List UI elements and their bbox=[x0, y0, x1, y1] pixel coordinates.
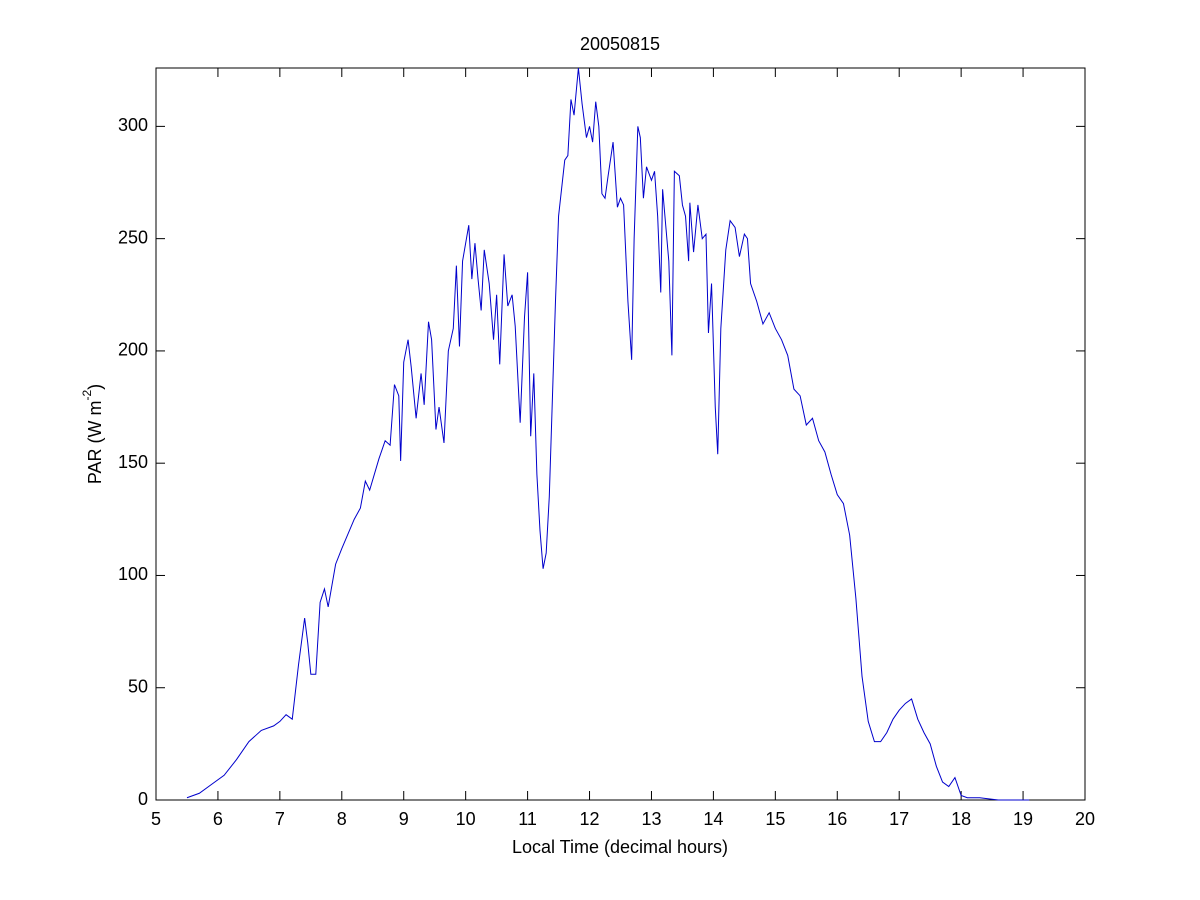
y-label-text: PAR (W m bbox=[85, 401, 105, 485]
x-tick-label: 10 bbox=[456, 809, 476, 829]
y-tick-label: 200 bbox=[118, 340, 148, 360]
x-axis-label: Local Time (decimal hours) bbox=[512, 837, 728, 857]
chart-title: 20050815 bbox=[580, 34, 660, 54]
x-tick-label: 16 bbox=[827, 809, 847, 829]
x-tick-label: 18 bbox=[951, 809, 971, 829]
x-tick-label: 6 bbox=[213, 809, 223, 829]
x-tick-label: 7 bbox=[275, 809, 285, 829]
x-tick-label: 17 bbox=[889, 809, 909, 829]
x-tick-label: 12 bbox=[580, 809, 600, 829]
y-tick-label: 100 bbox=[118, 564, 148, 584]
y-axis-label: PAR (W m-2) bbox=[80, 384, 105, 484]
y-label-superscript: -2 bbox=[80, 390, 94, 401]
y-label-suffix: ) bbox=[85, 384, 105, 390]
y-tick-label: 0 bbox=[138, 789, 148, 809]
y-tick-label: 50 bbox=[128, 676, 148, 696]
x-tick-label: 13 bbox=[641, 809, 661, 829]
x-tick-label: 19 bbox=[1013, 809, 1033, 829]
y-tick-label: 250 bbox=[118, 227, 148, 247]
x-tick-label: 14 bbox=[703, 809, 723, 829]
axes-box bbox=[155, 67, 1086, 801]
x-tick-label: 20 bbox=[1075, 809, 1095, 829]
x-tick-label: 11 bbox=[518, 809, 537, 829]
x-tick-label: 8 bbox=[337, 809, 347, 829]
x-tick-label: 5 bbox=[151, 809, 161, 829]
data-line bbox=[186, 67, 1030, 801]
x-tick-label: 9 bbox=[399, 809, 409, 829]
y-tick-label: 150 bbox=[118, 452, 148, 472]
y-tick-label: 300 bbox=[118, 115, 148, 135]
x-tick-label: 15 bbox=[765, 809, 785, 829]
